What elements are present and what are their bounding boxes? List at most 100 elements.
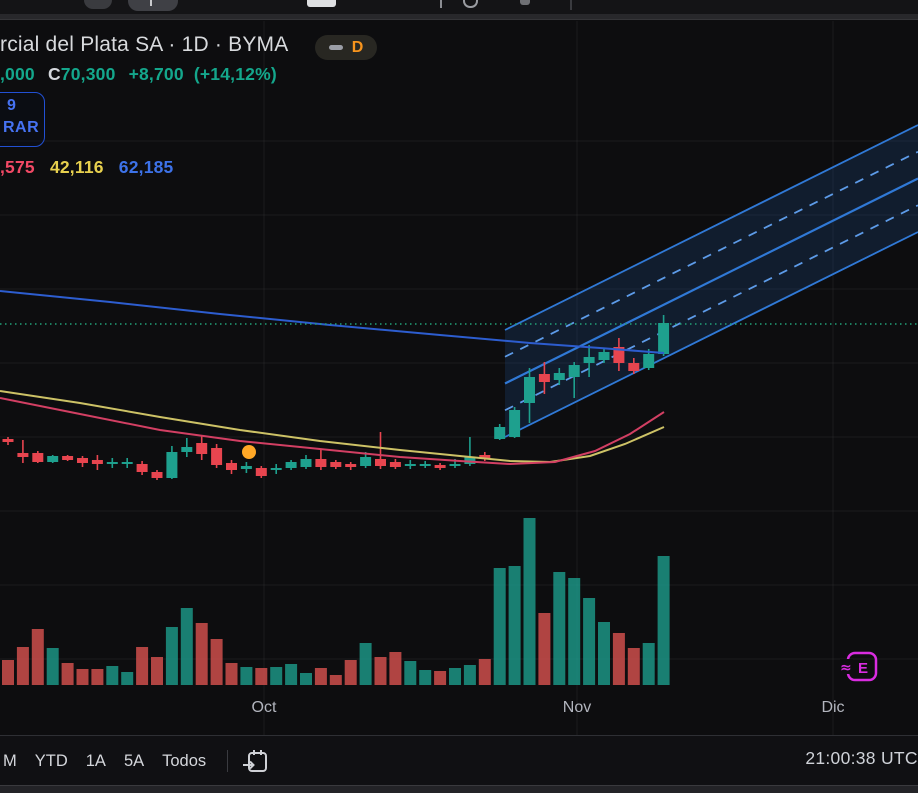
candle [270,468,282,470]
symbol-title[interactable]: rcial del Plata SA · 1D · BYMA [0,33,289,56]
volume-bar [553,572,566,685]
volume-bar [180,608,193,685]
earnings-event-icon[interactable]: ≈ E [840,651,878,682]
volume-bar [314,668,327,685]
volume-bar [568,578,581,685]
volume-bar [285,664,298,685]
volume-bar [136,647,149,685]
ma-yellow-line [0,390,665,464]
volume-bar [225,663,238,685]
candlesticks [2,315,670,480]
candle [106,462,118,464]
volume-bar [642,643,655,685]
range-m[interactable]: M [3,751,17,770]
candle [613,347,625,363]
candle [166,452,178,478]
volume-bar [31,629,44,685]
range-ytd[interactable]: YTD [34,751,68,770]
candle [62,456,74,460]
month-label: Oct [252,699,277,716]
candle [568,365,580,377]
volume-bar [419,670,432,685]
trend-channel [504,124,918,438]
volume-bar [598,622,610,685]
calendar-arrow-icon [243,750,268,772]
candle [524,377,535,403]
toolbar-glyph-small[interactable] [520,0,530,5]
volume-bar [210,639,223,685]
volume-bar [16,647,29,685]
toolbar-button-fragment[interactable] [84,0,112,9]
candle [509,410,521,437]
event-marker [242,445,256,459]
market-status-badge[interactable]: D [315,35,377,60]
volume-bar [627,648,640,685]
candle [136,464,148,472]
range-5a[interactable]: 5A [123,751,145,770]
candle [643,354,655,368]
volume-bar [508,566,521,685]
candle [375,459,386,466]
volume-bar [91,669,104,685]
candle [32,453,44,462]
go-to-date-button[interactable] [238,744,272,778]
volume-bar [493,568,506,685]
buy-button[interactable] [0,92,45,147]
volume-bar [374,657,387,685]
candle [598,352,610,360]
volume-bar [61,663,74,685]
candle [449,464,461,466]
buy-label-fragment: RAR [3,119,40,136]
svg-text:E: E [858,660,868,677]
volume-bar [344,660,357,685]
volume-bar [270,667,283,685]
candle [2,439,14,442]
buy-price-fragment: 9 [7,97,16,114]
session-clock[interactable]: 21:00:38 UTC- [805,748,918,768]
magnifier-icon[interactable] [463,0,478,8]
ma-yellow-value: 42,116 [49,157,104,177]
candle [285,462,297,468]
range-todos[interactable]: Todos [162,751,207,770]
volume-bar [434,671,447,685]
window-bottom-strip [0,785,918,793]
candle [479,455,491,458]
moving-average-legend: ,575 42,116 62,185 [0,157,174,178]
candle [17,453,29,457]
candle [389,462,401,467]
volume-bar [165,627,178,685]
candle [77,458,88,463]
candle [464,457,476,464]
volume-bar [538,613,551,685]
delayed-data-badge: D [351,38,364,56]
close-value: 70,300 [60,64,116,84]
date-range-selector: M YTD 1A 5A Todos [0,748,215,775]
volume-bar [523,518,536,685]
volume-bar [612,633,625,685]
candle [226,463,237,470]
volume-bar [389,652,402,685]
toolbar-glyph[interactable] [440,0,442,8]
volume-bar [195,623,208,685]
month-label: Nov [563,699,591,716]
ohlc-values-row: ,000 C70,300 +8,700 (+14,12%) [0,64,277,85]
gridlines [0,21,918,735]
candle [345,464,357,467]
candle [211,448,223,465]
indicator-icon[interactable] [307,0,336,7]
moving-averages [0,290,665,466]
symbol-search-button-fragment[interactable] [128,0,178,11]
event-dot[interactable] [242,445,256,459]
candle [181,447,193,452]
range-1a[interactable]: 1A [85,751,106,770]
candle [196,443,208,454]
volume-bar [151,657,163,685]
candle [300,459,312,467]
volume-bar [121,672,134,685]
candle [538,374,550,382]
open-value-fragment: ,000 [0,64,35,84]
candle [151,472,163,478]
volume-bar [329,675,342,685]
candle [360,457,372,466]
